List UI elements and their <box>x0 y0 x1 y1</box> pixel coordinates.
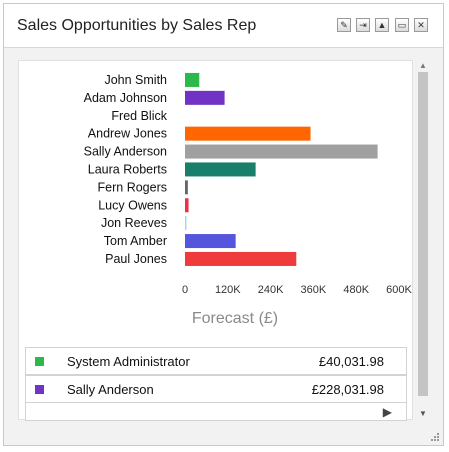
legend-swatch <box>35 357 44 366</box>
legend-swatch <box>35 385 44 394</box>
category-label: Adam Johnson <box>84 91 167 105</box>
scroll-up-icon[interactable]: ▲ <box>419 61 427 70</box>
triangle-up-icon: ▲ <box>377 20 387 30</box>
x-axis-label: Forecast (£) <box>192 310 278 327</box>
category-label: Fred Blick <box>111 109 167 123</box>
tick-label: 120K <box>215 284 241 296</box>
category-label: John Smith <box>104 73 167 87</box>
category-label: Sally Anderson <box>84 145 167 159</box>
edit-button[interactable]: ✎ <box>337 18 351 32</box>
scroll-down-icon[interactable]: ▼ <box>419 409 427 418</box>
legend-row[interactable]: Sally Anderson £228,031.98 <box>25 375 407 403</box>
widget-header: Sales Opportunities by Sales Rep ✎ ⇥ ▲ ▭… <box>4 4 443 48</box>
bar[interactable] <box>185 198 189 213</box>
category-label: Laura Roberts <box>88 162 167 176</box>
bar[interactable] <box>185 90 225 105</box>
close-icon: ✕ <box>417 20 425 30</box>
bar-chart: John Smith Adam Johnson Fred Blick Andrew J… <box>84 72 412 327</box>
tick-label: 600K <box>386 284 412 296</box>
close-button[interactable]: ✕ <box>414 18 428 32</box>
bar[interactable] <box>185 144 378 159</box>
maximize-button[interactable]: ▭ <box>395 18 409 32</box>
bar[interactable] <box>185 72 200 87</box>
legend-value: £228,031.98 <box>311 382 384 397</box>
category-label: Fern Rogers <box>98 180 167 194</box>
widget-title: Sales Opportunities by Sales Rep <box>17 17 257 34</box>
tick-label: 240K <box>258 284 284 296</box>
bar[interactable] <box>185 162 256 177</box>
category-label: Andrew Jones <box>88 127 167 141</box>
bar[interactable] <box>185 180 188 195</box>
legend-name: Sally Anderson <box>67 382 154 397</box>
resize-grip-icon[interactable] <box>429 431 439 441</box>
legend-pager: ▶ <box>25 403 407 421</box>
dashboard-widget: Sales Opportunities by Sales Rep ✎ ⇥ ▲ ▭… <box>3 3 444 446</box>
pin-icon: ⇥ <box>359 20 367 30</box>
pin-button[interactable]: ⇥ <box>356 18 370 32</box>
bar[interactable] <box>185 251 297 266</box>
widget-content: John Smith Adam Johnson Fred Blick Andrew J… <box>18 60 413 421</box>
collapse-button[interactable]: ▲ <box>375 18 389 32</box>
category-label: Lucy Owens <box>98 198 167 212</box>
legend-value: £40,031.98 <box>318 354 384 369</box>
tick-label: 0 <box>182 284 188 296</box>
legend-name: System Administrator <box>67 354 190 369</box>
category-label: Paul Jones <box>105 252 167 266</box>
bar[interactable] <box>185 126 311 141</box>
tick-label: 360K <box>301 284 327 296</box>
next-page-icon[interactable]: ▶ <box>382 405 392 419</box>
tick-label: 480K <box>343 284 369 296</box>
window-icon: ▭ <box>397 20 407 30</box>
legend-row[interactable]: System Administrator £40,031.98 <box>25 347 407 375</box>
bar[interactable] <box>185 234 236 249</box>
category-label: Tom Amber <box>104 234 167 248</box>
category-label: Jon Reeves <box>101 216 167 230</box>
bar[interactable] <box>185 216 187 231</box>
scroll-thumb[interactable] <box>418 72 428 396</box>
vertical-scrollbar[interactable]: ▲ ▼ <box>416 60 430 420</box>
pencil-icon: ✎ <box>340 20 348 30</box>
